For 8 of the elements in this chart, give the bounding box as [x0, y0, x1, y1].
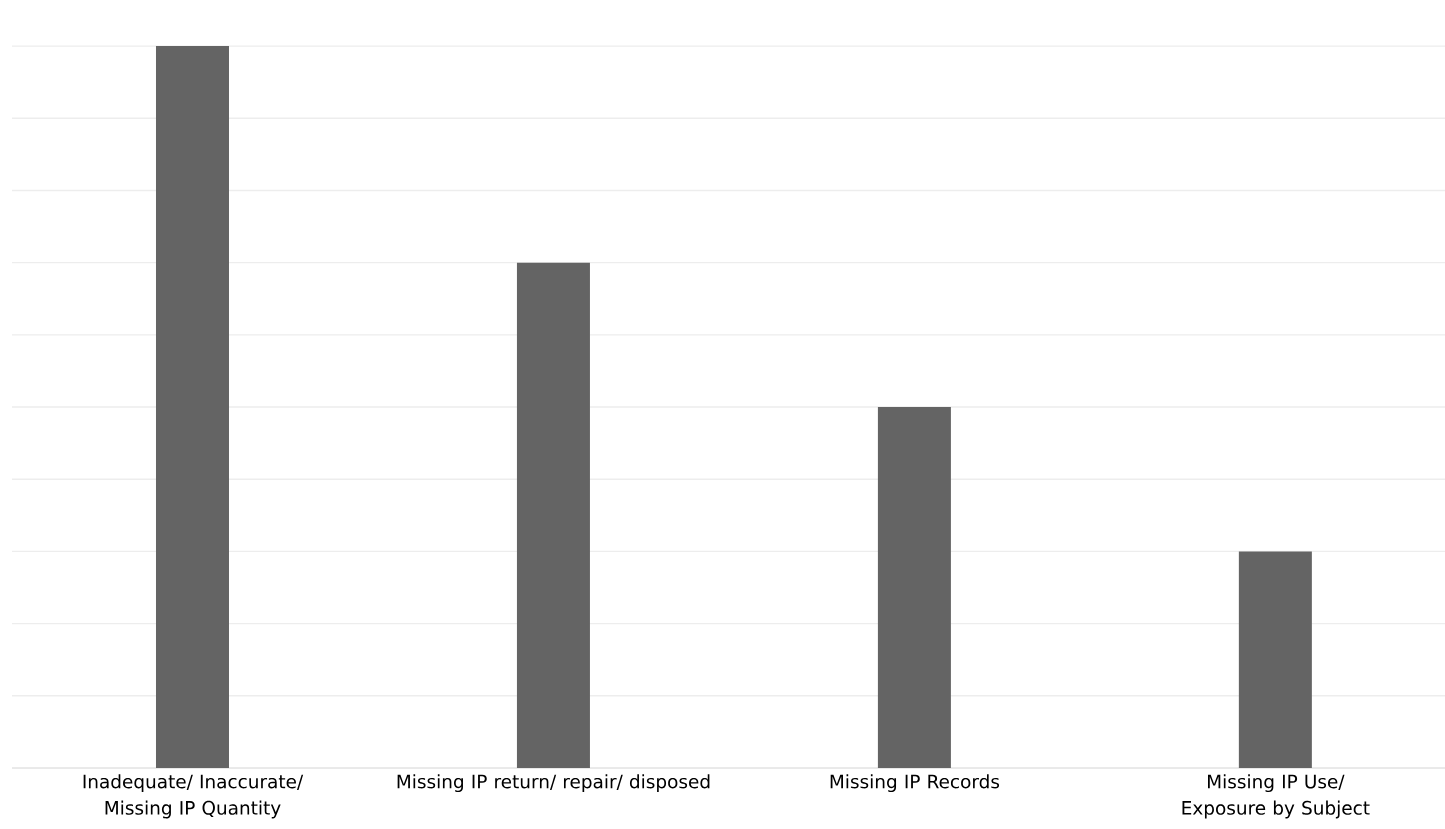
x-tick-label: Inadequate/ Inaccurate/ Missing IP Quantity [83, 774, 304, 819]
bar [516, 262, 590, 768]
bar [1238, 551, 1312, 768]
x-tick-label: Missing IP return/ repair/ disposed [397, 774, 710, 793]
bar [877, 407, 951, 768]
x-tick-label: Missing IP Records [830, 774, 1000, 793]
x-tick-label: Missing IP Use/ Exposure by Subject [1182, 774, 1370, 819]
bar [155, 46, 229, 768]
